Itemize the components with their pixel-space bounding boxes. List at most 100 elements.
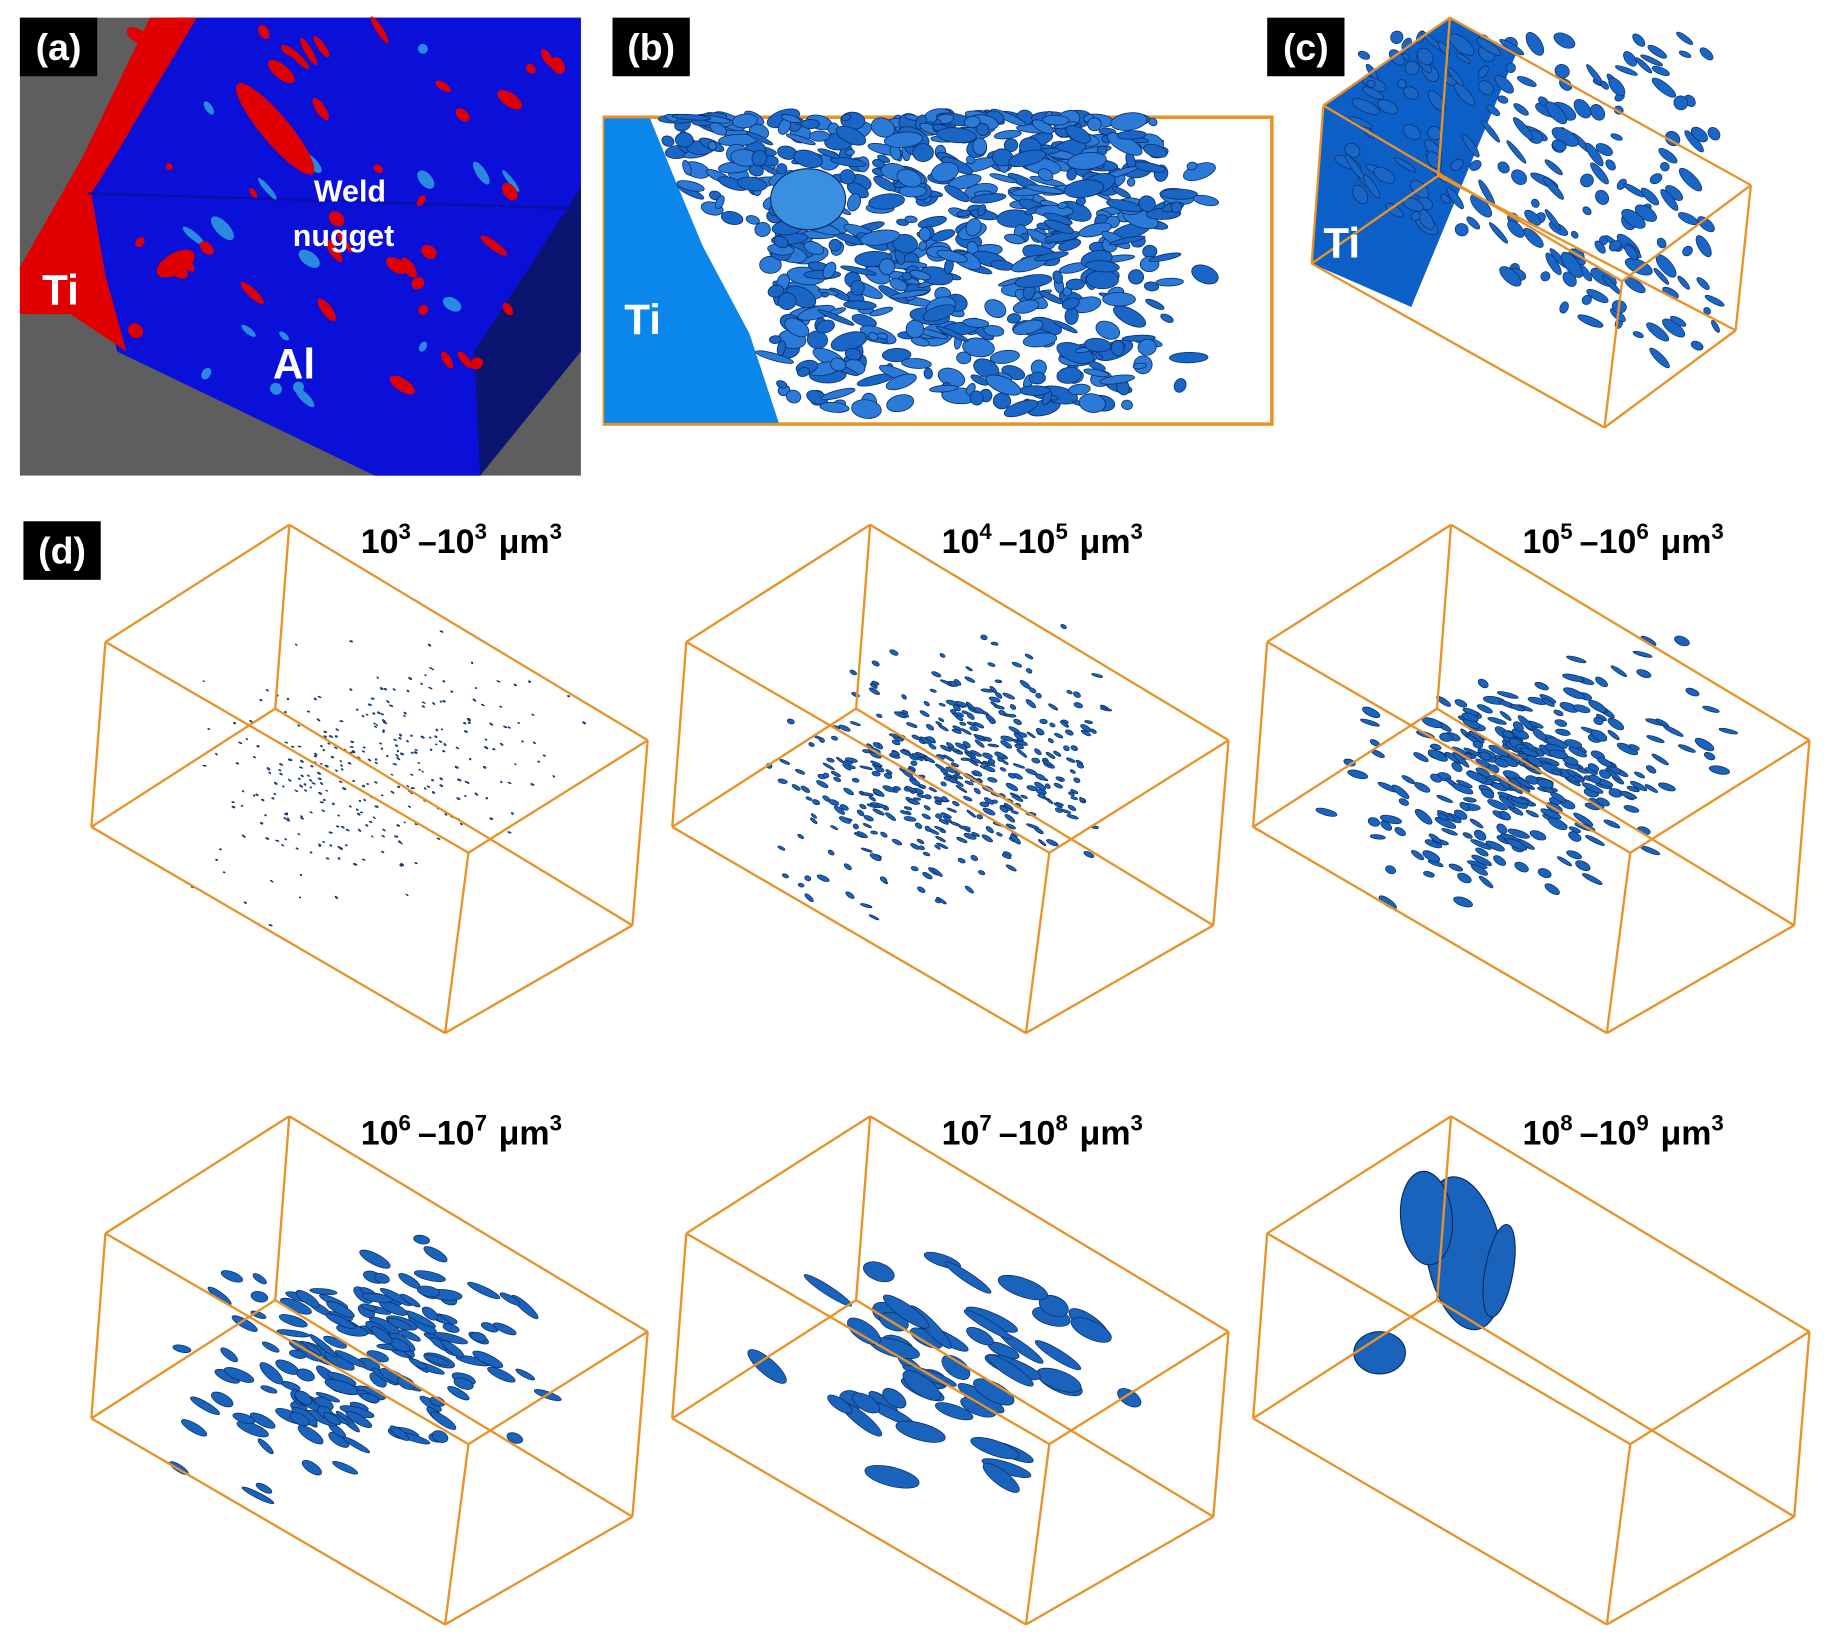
particle	[273, 793, 277, 796]
particle	[882, 785, 895, 793]
particle	[985, 826, 995, 834]
particle	[1000, 740, 1013, 749]
box-edge	[1251, 641, 1269, 828]
box-edge	[1212, 740, 1230, 926]
particle	[353, 863, 358, 866]
range-text: μm	[1080, 1114, 1131, 1152]
particle	[313, 36, 330, 58]
ti-label: Ti	[1323, 220, 1360, 267]
box-edge	[869, 1115, 1230, 1333]
particle	[199, 241, 214, 255]
particle	[1143, 143, 1168, 158]
particle	[472, 1350, 504, 1369]
particle	[374, 781, 378, 784]
particle	[982, 1462, 1020, 1493]
particle	[877, 154, 891, 163]
particle	[878, 258, 896, 276]
particle	[348, 805, 352, 808]
particle	[397, 1376, 416, 1390]
particle	[1496, 691, 1519, 699]
particle	[297, 745, 302, 748]
particle	[507, 831, 512, 834]
particle	[1470, 864, 1488, 876]
box-edge	[1310, 105, 1325, 264]
particle	[767, 284, 785, 298]
particle	[1531, 198, 1540, 208]
particle	[1512, 721, 1524, 732]
particle	[845, 891, 855, 899]
particle	[940, 744, 952, 752]
particle	[1475, 847, 1489, 857]
particle	[1576, 767, 1589, 774]
particle	[1474, 829, 1487, 841]
particle	[1575, 860, 1591, 872]
particle	[1532, 728, 1547, 741]
particle	[708, 141, 717, 151]
particle	[1509, 703, 1526, 712]
particle	[256, 745, 260, 748]
particle	[886, 394, 915, 413]
particle	[308, 779, 313, 782]
particle	[924, 825, 932, 832]
particle	[1428, 833, 1442, 844]
nugget-label: nugget	[293, 219, 394, 253]
particle	[1394, 157, 1417, 173]
particle	[1505, 838, 1528, 851]
particle	[436, 837, 441, 840]
particle	[398, 737, 402, 740]
particle	[777, 845, 786, 851]
ti-label: Ti	[42, 267, 79, 314]
range-text: –	[999, 523, 1018, 561]
panel-badge: (a)	[36, 26, 82, 68]
particle	[222, 871, 226, 874]
particle	[1555, 728, 1571, 736]
particle	[1544, 209, 1561, 231]
particle	[1593, 716, 1604, 726]
particle	[320, 763, 323, 765]
particle	[423, 1354, 450, 1366]
particle	[747, 1349, 787, 1384]
panel-b	[602, 108, 1274, 426]
particle	[960, 728, 972, 735]
particle	[1610, 133, 1623, 141]
particle	[1067, 152, 1107, 170]
particle	[414, 862, 418, 865]
box-edge	[1252, 825, 1608, 1035]
particle	[1100, 707, 1113, 712]
particle	[287, 778, 292, 782]
particle	[1599, 769, 1611, 779]
particle	[278, 769, 282, 772]
particle	[337, 814, 340, 817]
particle	[941, 796, 948, 802]
particle	[1536, 778, 1554, 789]
particle	[340, 764, 343, 767]
particle	[972, 770, 983, 777]
box-edge	[671, 707, 857, 828]
particle	[399, 864, 403, 867]
box-edge	[671, 1233, 688, 1419]
particle	[1085, 260, 1120, 273]
particle	[1001, 759, 1009, 765]
particle	[804, 875, 812, 882]
particle	[1673, 95, 1689, 111]
particle	[1537, 868, 1552, 879]
particle	[835, 125, 867, 146]
particle	[965, 666, 973, 672]
particle	[965, 751, 974, 758]
particle	[923, 794, 932, 800]
particle	[278, 1314, 308, 1328]
particle	[839, 804, 849, 811]
particle	[1529, 830, 1547, 841]
particle	[880, 831, 888, 838]
particle	[408, 676, 413, 680]
particle	[507, 726, 511, 729]
particle	[876, 713, 883, 718]
particle	[969, 193, 1007, 204]
superscript: 6	[1636, 519, 1648, 544]
particle	[1024, 184, 1065, 194]
particle	[249, 188, 258, 198]
particle	[398, 840, 402, 844]
particle	[1145, 298, 1165, 310]
particle	[1430, 743, 1442, 751]
particle	[299, 873, 303, 877]
